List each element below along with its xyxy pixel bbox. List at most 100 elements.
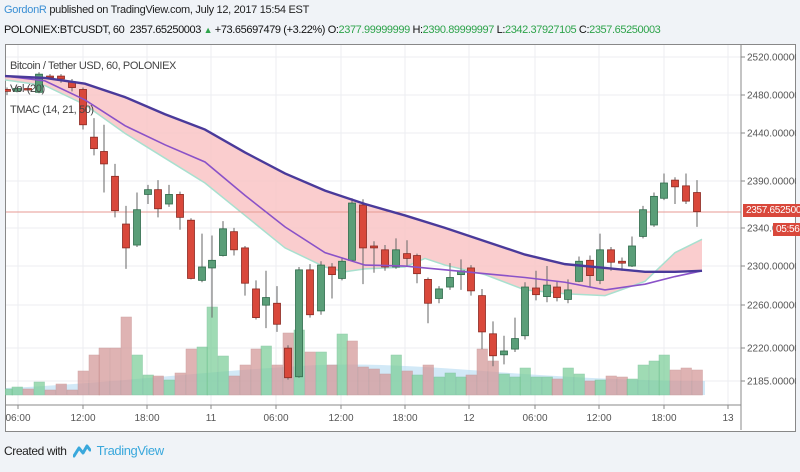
price-tick-label: 2520.00000000	[747, 53, 796, 64]
candle-body	[671, 179, 679, 188]
volume-bar	[562, 367, 574, 396]
last-price: 2357.65250003	[129, 24, 202, 36]
volume-bar	[206, 306, 218, 396]
candle-body	[359, 204, 367, 249]
tmac-mid-line	[5, 75, 703, 291]
candle-body	[618, 260, 626, 264]
author-link[interactable]: GordonR	[4, 4, 47, 16]
candle-body	[628, 245, 636, 267]
volume-bar	[11, 386, 23, 396]
open-label: O:	[327, 24, 339, 36]
candle-body	[521, 286, 529, 337]
candle-body	[392, 249, 400, 268]
volume-bar	[648, 360, 660, 396]
low-label: L:	[496, 24, 506, 36]
time-tick-label: 06:00	[263, 413, 288, 424]
volume-bar	[346, 340, 358, 396]
price-tick-label: 2220.00000000	[747, 344, 796, 355]
volume-bar	[22, 388, 34, 396]
volume-bar	[669, 369, 681, 396]
candle-body	[446, 277, 454, 288]
volume-bar	[98, 347, 110, 396]
time-tick-label: 12:00	[70, 413, 95, 424]
price-tick-label: 2260.00000000	[747, 301, 796, 312]
volume-bar	[66, 389, 78, 396]
volume-bar	[55, 383, 67, 396]
volume-bar	[551, 378, 563, 396]
tmac-band	[5, 76, 702, 296]
volume-bar	[260, 345, 272, 396]
candle-body	[57, 75, 65, 80]
candle-body	[607, 249, 615, 263]
volume-bar	[422, 364, 434, 396]
volume-bar	[368, 368, 380, 396]
publish-info: GordonR published on TradingView.com, Ju…	[4, 4, 309, 16]
tmac-slow-line	[5, 74, 703, 273]
volume-bar	[33, 381, 45, 396]
candle-body	[176, 194, 184, 218]
candle-body	[306, 269, 314, 316]
candle-body	[660, 182, 668, 199]
candle-body	[208, 259, 216, 269]
candle-body	[435, 288, 443, 299]
candle-body	[328, 266, 336, 276]
candle-body	[111, 175, 119, 212]
volume-bar	[584, 380, 596, 396]
candle-body	[543, 284, 551, 297]
candle-body	[682, 185, 690, 202]
volume-bar	[530, 376, 542, 396]
time-tick-label: 06:00	[522, 413, 547, 424]
candle-body	[252, 288, 260, 318]
candle-body	[79, 89, 87, 126]
high-label: H:	[412, 24, 423, 36]
price-tick-label: 2185.00000000	[747, 377, 796, 388]
candle-body	[144, 189, 152, 195]
last-price-tag: 2357.65250003	[743, 204, 800, 217]
candle-body	[100, 151, 108, 165]
candle-body	[262, 297, 270, 306]
candle-body	[596, 249, 604, 281]
volume-bar	[88, 354, 100, 396]
time-tick-label: 12:00	[328, 413, 353, 424]
candle-body	[122, 223, 130, 249]
volume-bar	[411, 374, 423, 396]
volume-bar	[455, 376, 467, 396]
price-tick-label: 2300.00000000	[747, 262, 796, 273]
volume-bar	[433, 376, 445, 396]
volume-bar	[304, 351, 316, 396]
candle-body	[511, 338, 519, 350]
volume-bar	[44, 389, 56, 396]
candle-body	[187, 219, 195, 279]
price-tick-label: 2390.00000000	[747, 177, 796, 188]
volume-bar	[228, 375, 240, 396]
volume-bar	[401, 370, 413, 396]
candle-body	[198, 266, 206, 281]
candle-body	[575, 260, 583, 282]
time-tick-label: 12	[463, 413, 475, 424]
candle-body	[317, 264, 325, 312]
volume-bar	[271, 364, 283, 396]
price-tick-label: 2440.00000000	[747, 129, 796, 140]
volume-bar	[77, 370, 89, 396]
candle-body	[133, 209, 141, 246]
tradingview-brand[interactable]: TradingView	[96, 443, 165, 458]
volume-bar	[616, 376, 628, 396]
volume-bar	[217, 355, 229, 396]
candle-body	[24, 88, 32, 91]
close-label: C:	[578, 24, 590, 36]
candle-body	[230, 231, 238, 251]
volume-bar	[573, 373, 585, 396]
candle-body	[241, 247, 249, 284]
volume-bar	[626, 378, 638, 396]
price-chart[interactable]: 2520.00000000 2480.00000000 2440.00000000 2…	[5, 44, 796, 432]
candle-body	[532, 287, 540, 296]
candle-body	[650, 195, 658, 226]
candle-body	[13, 88, 21, 92]
volume-bar	[509, 376, 521, 396]
volume-bar	[185, 348, 197, 396]
close-value: 2357.65250003	[589, 24, 661, 36]
candle-body	[284, 347, 292, 379]
legend-tmac: TMAC (14, 21, 50)	[10, 104, 94, 116]
volume-bar	[680, 367, 692, 396]
bar-countdown-tag: 05:56	[773, 223, 800, 236]
